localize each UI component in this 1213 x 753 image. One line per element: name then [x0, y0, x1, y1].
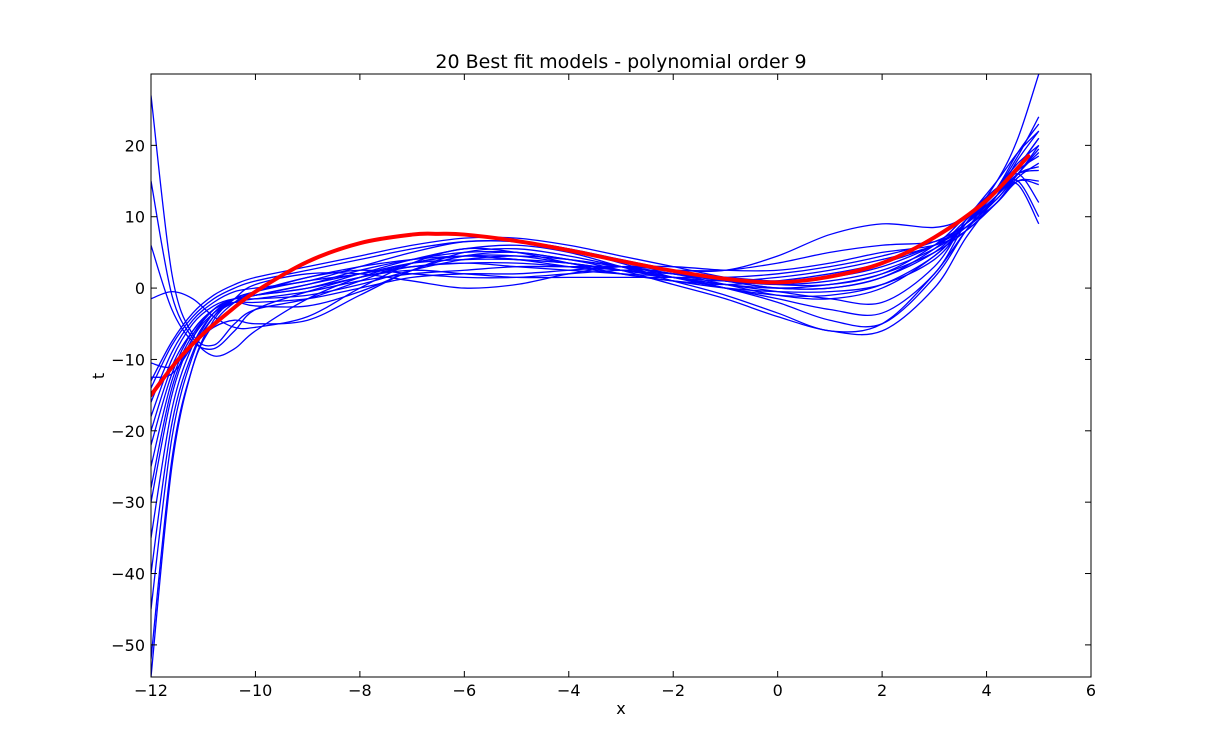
y-tick-label: 20 [125, 136, 145, 155]
model-curve [151, 116, 1040, 538]
x-tick-label: −10 [239, 681, 273, 700]
series-layer [151, 74, 1040, 677]
model-curve [151, 181, 1040, 677]
y-tick-label: 10 [125, 208, 145, 227]
model-curve [151, 179, 1039, 432]
model-curve [151, 144, 1040, 610]
x-axis: −12 −10 −8 −6 −4 −2 0 2 4 6 [134, 74, 1096, 700]
model-curve [151, 74, 1040, 489]
y-tick-label: −10 [111, 350, 145, 369]
x-tick-label: −4 [557, 681, 581, 700]
y-axis-label: t [89, 373, 108, 379]
x-tick-label: −6 [453, 681, 477, 700]
y-tick-label: −30 [111, 493, 145, 512]
x-tick-label: −2 [661, 681, 685, 700]
y-tick-label: −40 [111, 565, 145, 584]
x-tick-label: −12 [134, 681, 168, 700]
model-curve [151, 178, 1040, 382]
y-axis: −50 −40 −30 −20 −10 0 10 20 [111, 136, 1091, 655]
x-tick-label: 2 [877, 681, 887, 700]
x-tick-label: 6 [1086, 681, 1096, 700]
plot-frame [150, 73, 1092, 678]
chart-title: 20 Best fit models - polynomial order 9 [435, 51, 806, 73]
x-tick-label: 4 [981, 681, 991, 700]
y-tick-label: −50 [111, 636, 145, 655]
x-axis-label: x [616, 699, 625, 718]
x-tick-label: −8 [348, 681, 372, 700]
x-tick-label: 0 [773, 681, 783, 700]
model-curve [151, 144, 1040, 417]
y-tick-label: 0 [135, 279, 145, 298]
true-function-curve [151, 154, 1031, 398]
y-tick-label: −20 [111, 422, 145, 441]
